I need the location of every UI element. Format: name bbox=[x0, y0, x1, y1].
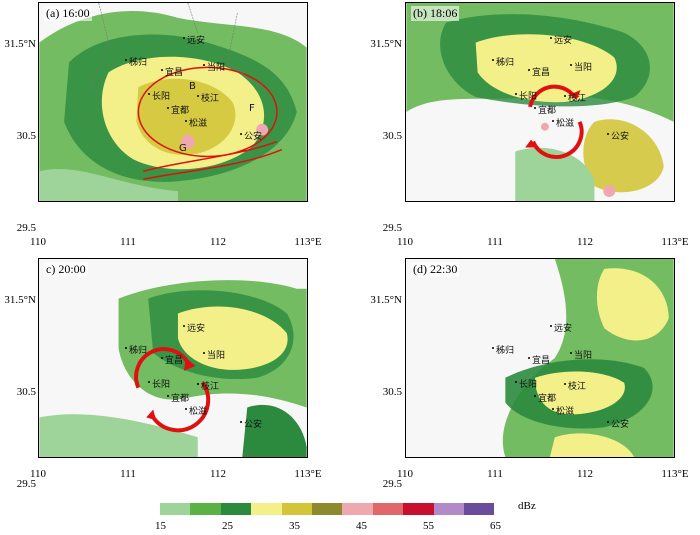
city-label: 长阳 bbox=[514, 377, 537, 390]
radar-map-b bbox=[406, 3, 674, 201]
panel-d-label: (d) 22:30 bbox=[411, 262, 460, 277]
city-label: 松滋 bbox=[184, 116, 207, 129]
colorbar-swatch-7 bbox=[372, 503, 404, 515]
city-label: 秭归 bbox=[491, 343, 514, 356]
ytick-b-mid: 30.5 bbox=[382, 130, 402, 142]
xtick-a-1: 111 bbox=[120, 236, 136, 248]
xtick-b-1: 111 bbox=[487, 236, 503, 248]
xtick-b-3: 113°E bbox=[661, 236, 689, 248]
city-label: 远安 bbox=[549, 321, 572, 334]
xtick-d-1: 111 bbox=[487, 468, 503, 480]
xtick-a-2: 112 bbox=[209, 236, 227, 248]
panel-a-label: (a) 16:00 bbox=[44, 6, 92, 21]
city-label: 松滋 bbox=[551, 116, 574, 129]
ytick-a-mid: 30.5 bbox=[16, 130, 36, 142]
xtick-a-0: 110 bbox=[29, 236, 47, 248]
colorbar-swatch-8 bbox=[403, 503, 434, 515]
city-label: 松滋 bbox=[184, 404, 207, 417]
xtick-d-2: 112 bbox=[576, 468, 594, 480]
city-label: 公安 bbox=[606, 417, 629, 430]
city-label: 宜都 bbox=[533, 103, 556, 116]
ytick-a-bot: 29.5 bbox=[16, 222, 36, 234]
cb-tick-15: 15 bbox=[155, 520, 166, 532]
region-letter-g: G bbox=[179, 143, 187, 154]
colorbar-swatch-4 bbox=[281, 503, 312, 515]
ytick-d-bot: 29.5 bbox=[382, 478, 402, 490]
panel-a: (a) 16:00 远安秭归 宜昌 当阳长阳 枝江 宜都 松滋公安 B F G bbox=[38, 2, 308, 202]
xtick-a-3: 113°E bbox=[294, 236, 322, 248]
city-label: 宜都 bbox=[166, 391, 189, 404]
colorbar-swatch-1 bbox=[190, 503, 221, 515]
city-label: 宜昌 bbox=[527, 353, 550, 366]
xtick-c-2: 112 bbox=[209, 468, 227, 480]
colorbar-swatch-0 bbox=[160, 503, 191, 515]
city-label: 公安 bbox=[239, 417, 262, 430]
city-label: 当阳 bbox=[202, 348, 225, 361]
cb-tick-25: 25 bbox=[222, 520, 233, 532]
city-label: 公安 bbox=[239, 129, 262, 142]
cb-tick-65: 65 bbox=[490, 520, 501, 532]
ytick-b-bot: 29.5 bbox=[382, 222, 402, 234]
city-label: 枝江 bbox=[196, 91, 219, 104]
city-label: 枝江 bbox=[563, 91, 586, 104]
city-label: 宜都 bbox=[166, 103, 189, 116]
city-label: 当阳 bbox=[202, 60, 225, 73]
cb-tick-35: 35 bbox=[289, 520, 300, 532]
city-label: 长阳 bbox=[147, 377, 170, 390]
city-label: 当阳 bbox=[569, 60, 592, 73]
city-label: 公安 bbox=[606, 129, 629, 142]
ytick-c-bot: 29.5 bbox=[16, 478, 36, 490]
colorbar-swatch-5 bbox=[311, 503, 343, 515]
city-label: 远安 bbox=[182, 33, 205, 46]
region-letter-f: F bbox=[249, 103, 255, 114]
panel-b: (b) 18:06 远安秭归 宜昌 当阳长阳 枝江 宜都 松滋公安 bbox=[405, 2, 675, 202]
ytick-d-top: 31.5°N bbox=[370, 294, 402, 306]
xtick-c-0: 110 bbox=[29, 468, 47, 480]
panel-c-label: c) 20:00 bbox=[44, 262, 88, 277]
xtick-d-3: 113°E bbox=[661, 468, 689, 480]
panel-c: c) 20:00 远安秭归 宜昌 当阳长阳 枝江 宜都 松滋公安 bbox=[38, 258, 308, 458]
ytick-c-top: 31.5°N bbox=[4, 294, 36, 306]
ytick-b-top: 31.5°N bbox=[370, 38, 402, 50]
panel-d: (d) 22:30 远安秭归 宜昌 当阳长阳 枝江 宜都 松滋公安 bbox=[405, 258, 675, 458]
colorbar-swatch-3 bbox=[251, 503, 282, 515]
radar-map-c bbox=[39, 280, 307, 457]
city-label: 宜昌 bbox=[527, 65, 550, 78]
colorbar-swatch-2 bbox=[220, 503, 252, 515]
xtick-b-2: 112 bbox=[576, 236, 594, 248]
region-letter-b: B bbox=[189, 81, 196, 92]
colorbar-swatch-10 bbox=[463, 503, 495, 515]
city-label: 秭归 bbox=[124, 55, 147, 68]
panel-b-label: (b) 18:06 bbox=[411, 6, 460, 21]
colorbar-swatch-9 bbox=[433, 503, 464, 515]
city-label: 远安 bbox=[182, 321, 205, 334]
ytick-a-top: 31.5°N bbox=[4, 38, 36, 50]
ytick-d-mid: 30.5 bbox=[382, 386, 402, 398]
xtick-d-0: 110 bbox=[396, 468, 414, 480]
xtick-b-0: 110 bbox=[396, 236, 414, 248]
city-label: 宜昌 bbox=[160, 353, 183, 366]
city-label: 宜都 bbox=[533, 391, 556, 404]
city-label: 松滋 bbox=[551, 404, 574, 417]
city-label: 秭归 bbox=[124, 343, 147, 356]
cb-tick-55: 55 bbox=[423, 520, 434, 532]
radar-map-a bbox=[39, 3, 307, 201]
city-label: 当阳 bbox=[569, 348, 592, 361]
colorbar bbox=[160, 503, 495, 515]
colorbar-swatch-6 bbox=[342, 503, 373, 515]
colorbar-unit: dBz bbox=[518, 500, 536, 512]
xtick-c-1: 111 bbox=[120, 468, 136, 480]
city-label: 长阳 bbox=[147, 89, 170, 102]
city-label: 枝江 bbox=[196, 379, 219, 392]
cb-tick-45: 45 bbox=[356, 520, 367, 532]
city-label: 远安 bbox=[549, 33, 572, 46]
xtick-c-3: 113°E bbox=[294, 468, 322, 480]
ytick-c-mid: 30.5 bbox=[16, 386, 36, 398]
city-label: 长阳 bbox=[514, 89, 537, 102]
radar-map-d bbox=[502, 259, 674, 457]
city-label: 秭归 bbox=[491, 55, 514, 68]
city-label: 宜昌 bbox=[160, 65, 183, 78]
city-label: 枝江 bbox=[563, 379, 586, 392]
